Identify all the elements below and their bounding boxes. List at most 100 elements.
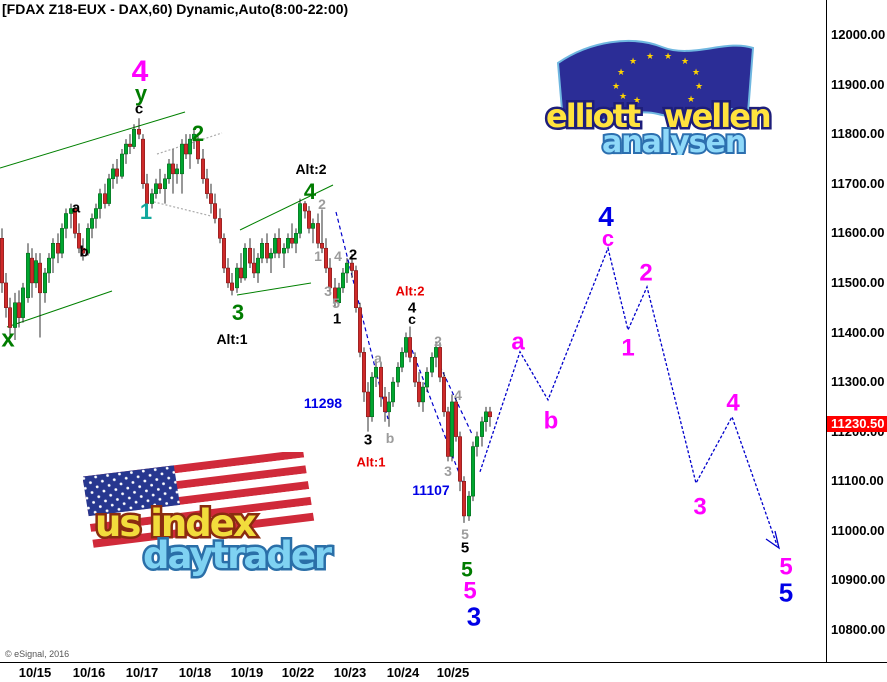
candle-down [413, 357, 417, 383]
wave-label-5: 5 [461, 526, 469, 542]
svg-text:★: ★ [619, 92, 627, 102]
candle-down [316, 223, 320, 244]
wave-label-1: 1 [621, 335, 634, 362]
candle-down [4, 282, 8, 308]
candle-down [366, 391, 370, 418]
date-tick-label: 10/24 [386, 665, 420, 680]
candle-up [256, 257, 260, 274]
wave-label-5: 5 [779, 577, 793, 607]
price-tick-label: 11300.00 [831, 374, 885, 390]
candle-up [282, 247, 286, 254]
price-tick-label: 11600.00 [831, 225, 885, 241]
candle-down [408, 337, 412, 358]
candle-down [17, 302, 21, 318]
wave-label-4: 4 [334, 248, 342, 264]
date-tick-label: 10/23 [333, 665, 367, 680]
eu-flag [556, 39, 755, 125]
candle-down [350, 262, 354, 271]
wave-label-alt-1: Alt:1 [216, 331, 247, 347]
candle-up [341, 272, 345, 289]
eu-logo-text-line1b: wellen [664, 97, 770, 135]
candle-up [94, 208, 98, 219]
candle-up [430, 357, 434, 373]
svg-text:★: ★ [629, 57, 637, 67]
wave-label-a: a [72, 199, 81, 216]
candle-up [47, 257, 51, 274]
us-flag [83, 452, 315, 548]
candle-down [320, 243, 324, 249]
candle-up [480, 421, 484, 437]
candle-down [73, 208, 77, 234]
candle-down [137, 128, 141, 135]
copyright-notice: © eSignal, 2016 [5, 649, 70, 659]
svg-text:★: ★ [681, 57, 689, 67]
wave-label-3: 3 [467, 601, 481, 631]
candle-down [358, 307, 362, 353]
price-axis-line [826, 0, 827, 662]
svg-text:★: ★ [687, 95, 695, 105]
green-trendline [239, 184, 334, 231]
price-tick-label: 10900.00 [831, 572, 886, 588]
us-index-daytrader-logo: us index daytrader [83, 452, 337, 580]
candle-up [64, 213, 68, 229]
candle-down [171, 163, 175, 175]
wave-label-3: 3 [364, 431, 372, 448]
candle-down [383, 396, 387, 413]
candle-up [471, 446, 475, 497]
candle-up [387, 401, 391, 413]
price-tick-label: 12000.00 [831, 27, 886, 42]
candle-down [218, 218, 222, 239]
wave-label-3: 3 [693, 494, 706, 521]
candle-up [450, 401, 454, 457]
candle-up [26, 252, 30, 299]
green-trendline [236, 282, 312, 296]
green-trendline [6, 290, 113, 328]
candle-up [60, 228, 64, 254]
candle-up [396, 366, 400, 383]
candle-up [467, 495, 471, 517]
wave-label-5: 5 [779, 554, 792, 581]
candle-down [8, 307, 12, 328]
candle-up [286, 238, 290, 249]
candle-up [235, 267, 239, 289]
candle-down [307, 210, 311, 229]
wave-label-1: 1 [140, 199, 152, 224]
candle-up [34, 260, 38, 284]
candle-down [230, 282, 234, 291]
wave-label-a: a [511, 329, 525, 356]
wave-label-2: 2 [434, 333, 442, 349]
candle-down [184, 143, 188, 155]
candle-down [115, 168, 119, 177]
wave-projection-path [479, 246, 778, 546]
candle-up [269, 252, 273, 259]
candle-down [209, 193, 213, 204]
price-axis: 11230.50 12000.00 11900.00 11800.00 11700.0… [827, 0, 887, 662]
wave-label-2: 2 [318, 196, 326, 212]
date-tick-label: 10/16 [72, 665, 106, 680]
price-tick-label: 11800.00 [831, 126, 885, 142]
candle-down [239, 267, 243, 279]
eu-logo-text-line1a: elliott [546, 97, 641, 135]
price-tick-label: 11000.00 [831, 522, 885, 538]
candle-up [21, 287, 25, 318]
candle-down [158, 183, 162, 189]
wave-label-5: 5 [461, 559, 473, 582]
candle-up [180, 143, 184, 175]
wave-label-c: c [135, 100, 143, 117]
date-tick-label: 10/15 [18, 665, 52, 680]
candle-down [141, 138, 145, 184]
wave-label-4: 4 [304, 179, 317, 204]
candle-down [488, 411, 492, 418]
candle-down [103, 193, 107, 204]
svg-text:★: ★ [695, 82, 703, 92]
svg-text:★: ★ [664, 52, 672, 62]
candle-down [222, 238, 226, 269]
candle-up [154, 183, 158, 194]
candle-up [175, 168, 179, 175]
candle-down [290, 238, 294, 244]
candle-down [205, 178, 209, 194]
candle-down [0, 238, 4, 284]
candle-up [337, 287, 341, 303]
